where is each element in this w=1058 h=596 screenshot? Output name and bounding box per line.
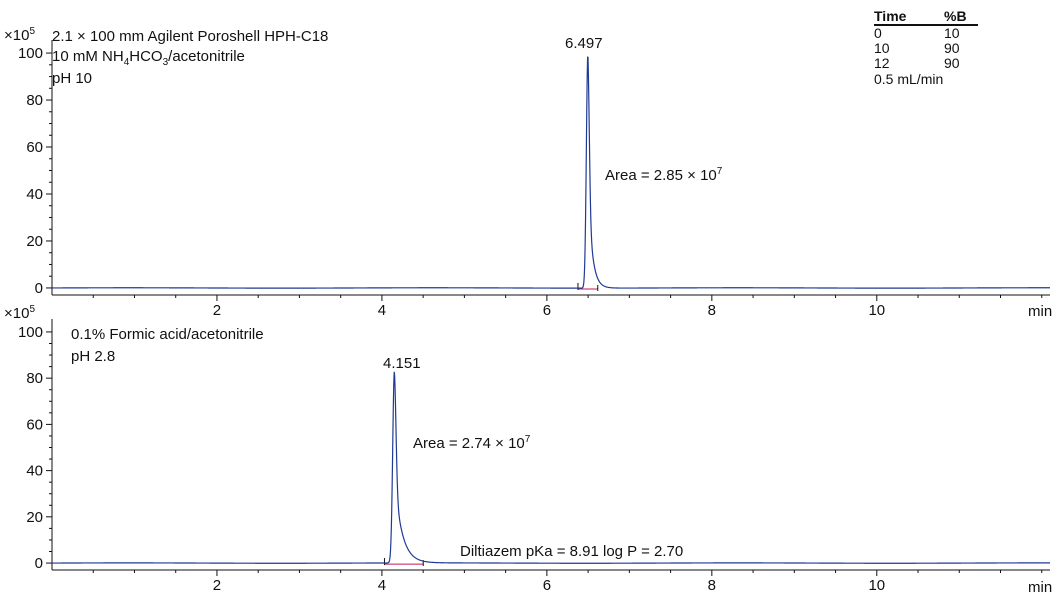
ph-label: pH 10 xyxy=(52,70,92,87)
y-tick-label: 60 xyxy=(26,139,43,156)
y-tick-label: 0 xyxy=(35,280,43,297)
axes-top: 0 20 40 60 80 100 2 4 6 8 10 xyxy=(18,40,1050,319)
table-row: 0 10 xyxy=(874,25,978,41)
gradient-time: 12 xyxy=(874,55,890,71)
x-tick-label: 10 xyxy=(868,302,885,319)
x-tick-label: 4 xyxy=(378,577,386,594)
y-tick-label: 80 xyxy=(26,370,43,387)
x-tick-label: 2 xyxy=(213,302,221,319)
peak-area-label: Area = 2.74 × 107 xyxy=(413,434,531,452)
y-tick-label: 20 xyxy=(26,233,43,250)
peak-area-label: Area = 2.85 × 107 xyxy=(605,166,723,184)
y-tick-label: 40 xyxy=(26,186,43,203)
y-tick-label: 40 xyxy=(26,463,43,480)
panel-bottom: ×105 0.1% Formic acid/acetonitrile pH 2.… xyxy=(4,304,1052,596)
x-tick-label: 2 xyxy=(213,577,221,594)
x-unit-label: min xyxy=(1028,303,1052,320)
x-unit-label: min xyxy=(1028,579,1052,596)
gradient-time: 10 xyxy=(874,40,890,56)
axes-bottom: 0 20 40 60 80 100 2 4 6 8 10 xyxy=(18,319,1050,594)
x-tick-label: 8 xyxy=(708,577,716,594)
y-tick-label: 80 xyxy=(26,92,43,109)
table-row: 10 90 xyxy=(874,41,978,56)
ph-label: pH 2.8 xyxy=(71,348,115,365)
compound-note: Diltiazem pKa = 8.91 log P = 2.70 xyxy=(460,543,683,560)
peak-retention-label: 4.151 xyxy=(383,355,421,372)
x-tick-label: 6 xyxy=(543,577,551,594)
x-tick-label: 4 xyxy=(378,302,386,319)
y-tick-label: 20 xyxy=(26,509,43,526)
chromatogram-trace-top xyxy=(52,56,1050,289)
y-tick-label: 60 xyxy=(26,416,43,433)
flow-rate: 0.5 mL/min xyxy=(874,71,944,87)
gradient-b: 10 xyxy=(944,25,960,41)
mobile-phase-info: 10 mM NH4HCO3/acetonitrile xyxy=(52,48,245,68)
x-tick-label: 6 xyxy=(543,302,551,319)
peak-retention-label: 6.497 xyxy=(565,35,603,52)
gradient-header-time: Time xyxy=(874,9,944,26)
gradient-table: Time %B 0 10 10 90 12 90 0.5 mL/min xyxy=(874,9,978,87)
y-tick-label: 0 xyxy=(35,555,43,572)
table-row: 12 90 xyxy=(874,56,978,71)
mobile-phase-info: 0.1% Formic acid/acetonitrile xyxy=(71,326,264,343)
y-scale-label: ×105 xyxy=(4,304,35,322)
y-scale-label: ×105 xyxy=(4,26,35,44)
y-tick-label: 100 xyxy=(18,324,43,341)
gradient-time: 0 xyxy=(874,25,882,41)
panel-top: ×105 2.1 × 100 mm Agilent Poroshell HPH-… xyxy=(4,26,1052,320)
x-tick-label: 8 xyxy=(708,302,716,319)
gradient-b: 90 xyxy=(944,40,960,56)
chromatogram-trace-bottom xyxy=(51,371,1050,564)
y-tick-label: 100 xyxy=(18,45,43,62)
gradient-header-b: %B xyxy=(944,9,978,26)
x-tick-label: 10 xyxy=(868,577,885,594)
gradient-b: 90 xyxy=(944,55,960,71)
column-info-line1: 2.1 × 100 mm Agilent Poroshell HPH-C18 xyxy=(52,28,328,45)
